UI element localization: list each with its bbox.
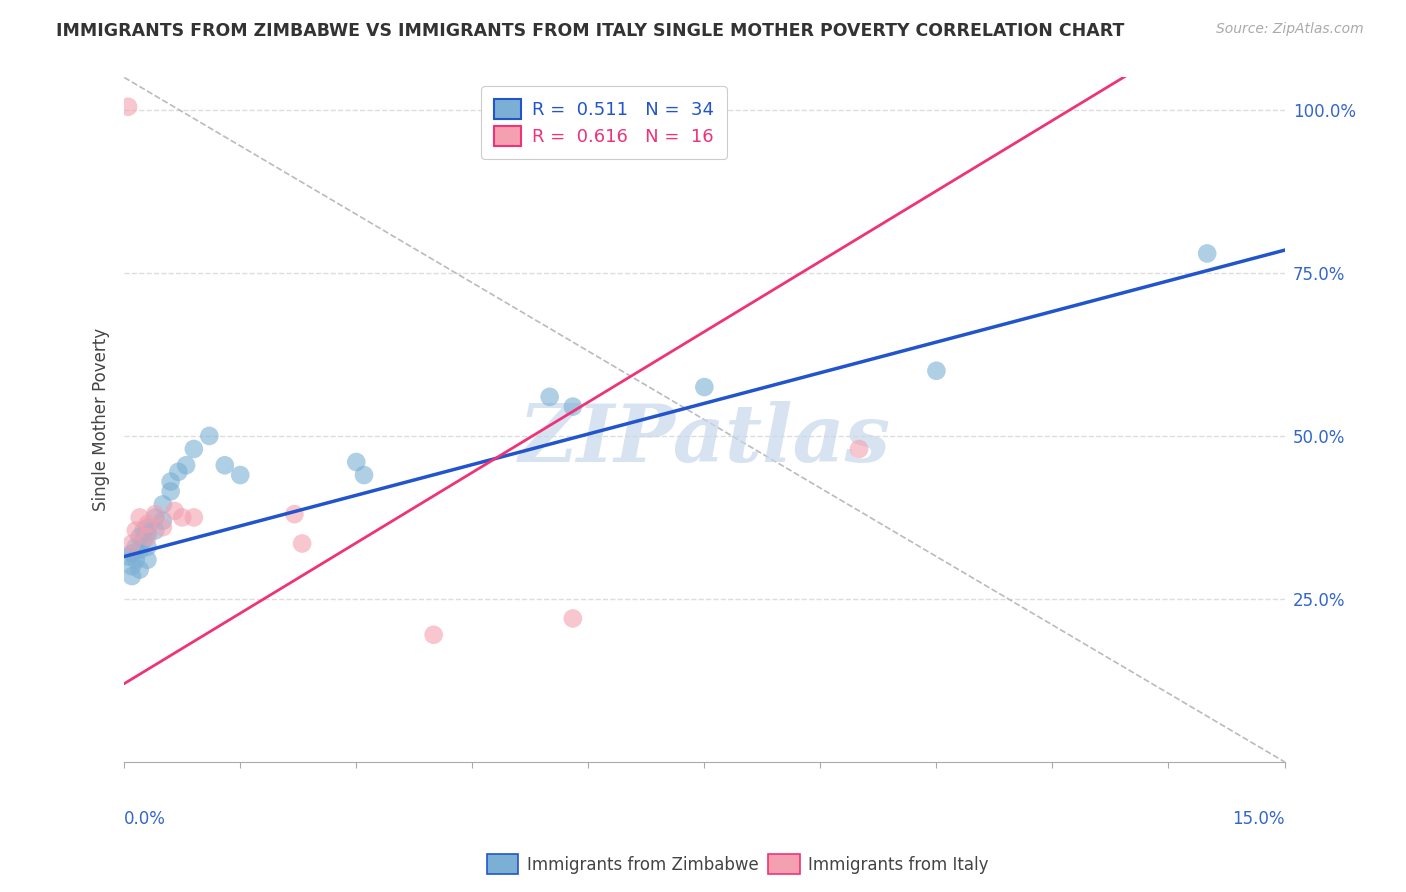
Point	[125, 524, 148, 538]
Point	[1197, 246, 1219, 260]
Bar	[486, 855, 519, 874]
Point	[132, 524, 155, 538]
Point	[183, 442, 205, 456]
Point	[136, 526, 159, 541]
Point	[174, 458, 197, 473]
Point	[136, 516, 159, 531]
Point	[214, 458, 236, 473]
Point	[125, 540, 148, 554]
Point	[159, 475, 181, 489]
Point	[561, 611, 583, 625]
Text: ZIPatlas: ZIPatlas	[519, 401, 890, 479]
Point	[925, 364, 948, 378]
Point	[128, 510, 150, 524]
Point	[283, 507, 305, 521]
Point	[121, 546, 143, 560]
Point	[128, 530, 150, 544]
Point	[167, 465, 190, 479]
Point	[136, 540, 159, 554]
Point	[152, 497, 174, 511]
Point	[693, 380, 716, 394]
Point	[128, 543, 150, 558]
Point	[538, 390, 561, 404]
Text: 0.0%: 0.0%	[124, 810, 166, 828]
Text: Immigrants from Italy: Immigrants from Italy	[808, 856, 988, 874]
Point	[117, 549, 139, 564]
Point	[848, 442, 870, 456]
Point	[136, 520, 159, 534]
Point	[121, 559, 143, 574]
Text: 15.0%: 15.0%	[1232, 810, 1285, 828]
Point	[561, 400, 583, 414]
Point	[198, 429, 221, 443]
Point	[422, 628, 444, 642]
Point	[344, 455, 367, 469]
Text: Source: ZipAtlas.com: Source: ZipAtlas.com	[1216, 22, 1364, 37]
Point	[291, 536, 314, 550]
Point	[132, 533, 155, 548]
Y-axis label: Single Mother Poverty: Single Mother Poverty	[93, 328, 110, 511]
Point	[117, 100, 139, 114]
Point	[163, 504, 186, 518]
Point	[172, 510, 194, 524]
Point	[152, 514, 174, 528]
Legend: R =  0.511   N =  34, R =  0.616   N =  16: R = 0.511 N = 34, R = 0.616 N = 16	[481, 87, 727, 159]
Text: Immigrants from Zimbabwe: Immigrants from Zimbabwe	[527, 856, 759, 874]
Point	[121, 569, 143, 583]
Point	[229, 468, 252, 483]
Point	[143, 507, 166, 521]
Point	[159, 484, 181, 499]
Point	[125, 553, 148, 567]
Point	[143, 524, 166, 538]
Point	[353, 468, 375, 483]
Point	[183, 510, 205, 524]
Bar	[768, 855, 800, 874]
Point	[136, 530, 159, 544]
Point	[128, 563, 150, 577]
Point	[136, 553, 159, 567]
Text: IMMIGRANTS FROM ZIMBABWE VS IMMIGRANTS FROM ITALY SINGLE MOTHER POVERTY CORRELAT: IMMIGRANTS FROM ZIMBABWE VS IMMIGRANTS F…	[56, 22, 1125, 40]
Point	[121, 536, 143, 550]
Point	[143, 510, 166, 524]
Point	[152, 520, 174, 534]
